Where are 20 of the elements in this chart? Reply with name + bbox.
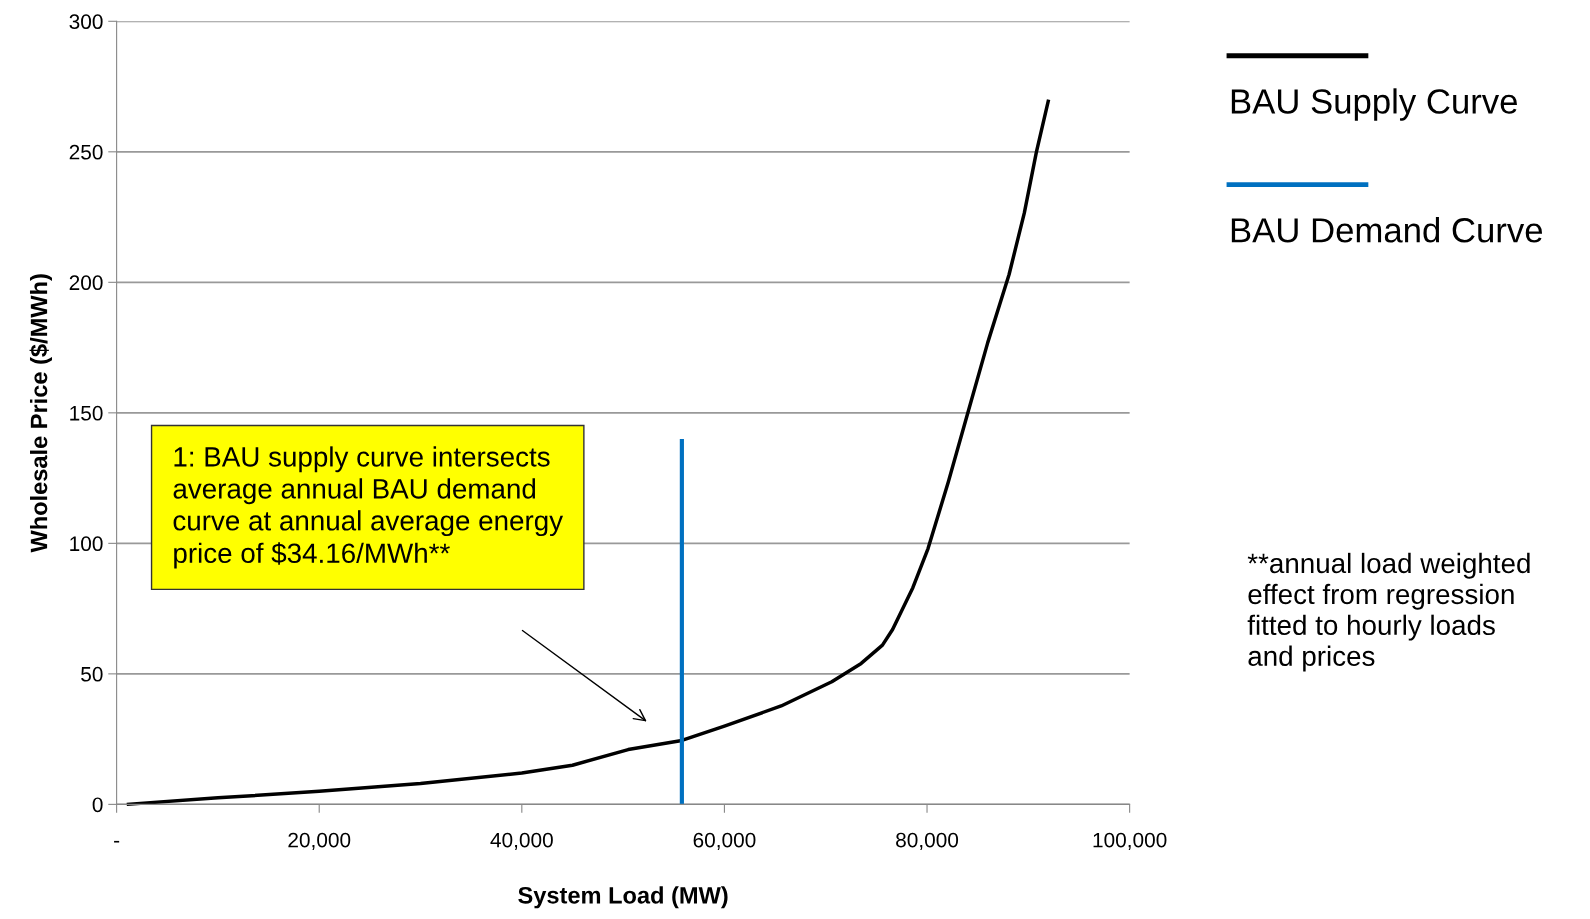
line-series	[125, 97, 1051, 807]
y-axis-title: Wholesale Price ($/MWh)	[29, 274, 52, 553]
x-tick-label: -	[114, 840, 120, 843]
x-tick-label: 80,000	[896, 832, 959, 850]
y-tick-label: 300	[69, 14, 103, 30]
y-tick-label: 50	[81, 666, 103, 682]
x-axis-title: System Load (MW)	[518, 886, 728, 909]
x-tick-label: 60,000	[693, 832, 756, 850]
x-tick-label: 100,000	[1093, 832, 1167, 850]
y-tick-label: 0	[92, 797, 103, 813]
legend-label: BAU Supply Curve	[1231, 88, 1517, 121]
x-tick-label: 20,000	[288, 832, 351, 850]
y-tick-label: 150	[70, 405, 103, 421]
x-tick-label: 40,000	[490, 832, 553, 850]
annotation: 1: BAU supply curve intersects average annual BAU demand curve at annual average energy price of $34.16/MWh**	[173, 446, 564, 569]
y-tick-label: 250	[69, 144, 103, 160]
y-tick-label: 100	[70, 536, 103, 552]
legend-label: BAU Demand Curve	[1231, 217, 1543, 243]
y-tick-label: 200	[69, 275, 103, 291]
text: **annual load weighted effect from regression fitted to hourly loads and prices	[1247, 552, 1530, 672]
